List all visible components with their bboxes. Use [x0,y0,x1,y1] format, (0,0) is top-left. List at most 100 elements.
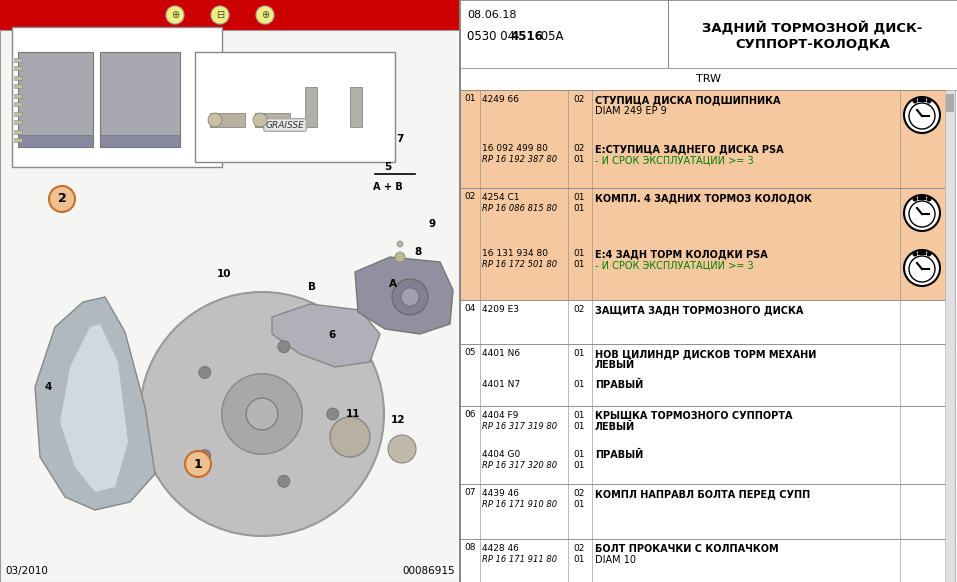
Bar [460,90,955,188]
Bar [460,484,955,539]
Text: ЗАДНИЙ ТОРМОЗНОЙ ДИСК-: ЗАДНИЙ ТОРМОЗНОЙ ДИСК- [702,21,923,35]
Bar [350,87,362,127]
Text: 01: 01 [573,411,585,420]
Bar [460,0,957,582]
Text: - И СРОК ЭКСПЛУАТАЦИИ >= 3: - И СРОК ЭКСПЛУАТАЦИИ >= 3 [595,260,753,270]
Text: СУППОРТ-КОЛОДКА: СУППОРТ-КОЛОДКА [735,37,890,51]
Circle shape [330,417,370,457]
Circle shape [278,340,290,353]
Circle shape [326,408,339,420]
Circle shape [278,475,290,487]
Text: 16 131 934 80: 16 131 934 80 [482,249,548,258]
Circle shape [909,201,935,227]
Circle shape [222,374,302,455]
Circle shape [256,6,274,24]
Text: 06: 06 [464,410,476,419]
Text: TRW: TRW [696,74,721,84]
Text: 01: 01 [573,249,585,258]
Text: 12: 12 [390,415,405,425]
Text: RP 16 171 910 80: RP 16 171 910 80 [482,500,557,509]
Polygon shape [355,257,453,334]
Circle shape [401,288,419,306]
Bar [14,130,22,134]
Text: 4428 46: 4428 46 [482,544,519,553]
Bar [14,58,22,62]
Text: 01: 01 [573,450,585,459]
Text: 02: 02 [573,144,585,153]
Text: A: A [389,279,397,289]
Circle shape [909,256,935,282]
Bar [459,0,461,582]
Circle shape [253,113,267,127]
Text: 2: 2 [57,193,66,205]
Text: 4404 F9: 4404 F9 [482,411,519,420]
Circle shape [909,103,935,129]
Text: E:4 ЗАДН ТОРМ КОЛОДКИ PSA: E:4 ЗАДН ТОРМ КОЛОДКИ PSA [595,249,768,259]
Text: ЛЕВЫЙ: ЛЕВЫЙ [595,422,635,432]
Circle shape [49,186,75,212]
Text: 08.06.18: 08.06.18 [467,10,517,20]
Bar [100,52,180,147]
Text: БОЛТ ПРОКАЧКИ С КОЛПАЧКОМ: БОЛТ ПРОКАЧКИ С КОЛПАЧКОМ [595,544,779,554]
Text: 10: 10 [216,269,232,279]
Bar [945,90,955,582]
Bar [460,344,955,406]
Bar [305,87,317,127]
Text: 03/2010: 03/2010 [5,566,48,576]
Bar [0,0,460,30]
Text: 05: 05 [464,348,476,357]
Bar [210,113,245,127]
Circle shape [199,449,211,462]
Text: ПРАВЫЙ: ПРАВЫЙ [595,380,643,390]
Text: 01: 01 [573,260,585,269]
Text: RP 16 192 387 80: RP 16 192 387 80 [482,155,557,164]
Bar [460,68,957,90]
Bar [0,30,460,582]
Text: RP 16 317 319 80: RP 16 317 319 80 [482,422,557,431]
Text: 4404 G0: 4404 G0 [482,450,521,459]
Bar [100,135,180,147]
Circle shape [208,113,222,127]
Text: 4439 46: 4439 46 [482,489,519,498]
Text: 01: 01 [573,204,585,213]
Text: 7: 7 [396,134,404,144]
Circle shape [926,197,931,201]
Text: ЗАЩИТА ЗАДН ТОРМОЗНОГО ДИСКА: ЗАЩИТА ЗАДН ТОРМОЗНОГО ДИСКА [595,305,803,315]
Text: B: B [308,282,316,292]
Bar [918,250,926,255]
Bar [668,0,669,68]
Text: НОВ ЦИЛИНДР ДИСКОВ ТОРМ МЕХАНИ: НОВ ЦИЛИНДР ДИСКОВ ТОРМ МЕХАНИ [595,349,816,359]
Text: 11: 11 [345,409,360,419]
Polygon shape [272,304,380,367]
Bar [14,138,22,142]
Text: ⊕: ⊕ [261,10,269,20]
Circle shape [395,252,405,262]
Text: 9: 9 [429,219,435,229]
Text: 01: 01 [573,422,585,431]
Bar [918,97,926,102]
Text: 01: 01 [573,155,585,164]
Text: 4254 C1: 4254 C1 [482,193,520,202]
Bar [460,300,955,344]
Text: 05A: 05A [537,30,564,43]
Bar [18,52,93,147]
Bar [12,27,222,167]
Text: GRAISSE: GRAISSE [265,120,304,130]
Text: RP 16 086 815 80: RP 16 086 815 80 [482,204,557,213]
Text: 04: 04 [464,304,476,313]
Text: RP 16 172 501 80: RP 16 172 501 80 [482,260,557,269]
Bar [460,406,955,484]
Text: 01: 01 [573,500,585,509]
Circle shape [913,251,918,257]
Circle shape [904,97,940,133]
Bar [14,66,22,70]
Bar [18,135,93,147]
Circle shape [199,367,211,378]
Circle shape [185,451,211,477]
Text: КОМПЛ. 4 ЗАДНИХ ТОРМОЗ КОЛОДОК: КОМПЛ. 4 ЗАДНИХ ТОРМОЗ КОЛОДОК [595,193,812,203]
Text: СТУПИЦА ДИСКА ПОДШИПНИКА: СТУПИЦА ДИСКА ПОДШИПНИКА [595,95,781,105]
Text: 01: 01 [573,380,585,389]
Text: 4401 N6: 4401 N6 [482,349,520,358]
Circle shape [388,435,416,463]
Text: ⊕: ⊕ [171,10,179,20]
